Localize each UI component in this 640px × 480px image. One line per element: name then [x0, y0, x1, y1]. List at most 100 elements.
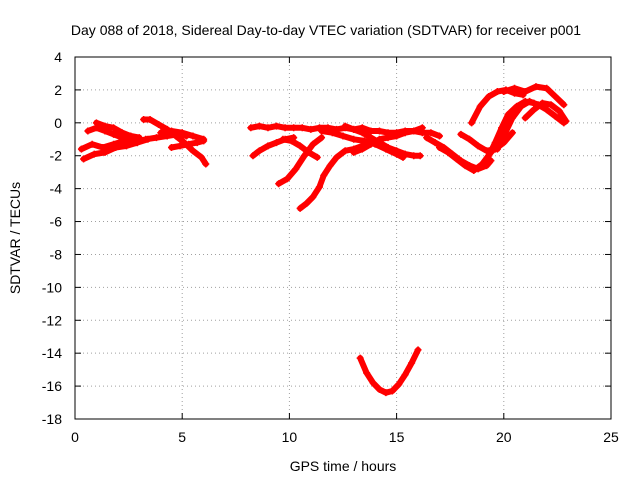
- data-point: [273, 139, 281, 147]
- data-point: [77, 145, 85, 153]
- y-tick-label: -2: [50, 148, 63, 164]
- traces: [77, 83, 570, 397]
- data-point: [360, 137, 368, 145]
- data-point: [508, 129, 516, 137]
- chart-title: Day 088 of 2018, Sidereal Day-to-day VTE…: [71, 22, 581, 38]
- data-point: [189, 147, 197, 155]
- x-axis-label: GPS time / hours: [290, 458, 397, 474]
- data-point: [333, 153, 341, 161]
- data-point: [298, 124, 306, 132]
- data-point: [281, 124, 289, 132]
- y-tick-label: -4: [50, 181, 63, 197]
- data-point: [296, 204, 304, 212]
- data-point: [367, 127, 375, 135]
- series-trace: [522, 100, 569, 125]
- data-point: [375, 135, 383, 143]
- y-tick-label: -12: [42, 312, 62, 328]
- data-point: [367, 140, 375, 148]
- data-point: [167, 127, 175, 135]
- series-sat-l: [279, 135, 321, 161]
- data-point: [418, 124, 426, 132]
- y-tick-label: -10: [42, 279, 62, 295]
- data-point: [410, 127, 418, 135]
- data-point: [388, 387, 396, 395]
- data-point: [427, 129, 435, 137]
- series-sat-n: [341, 122, 424, 160]
- data-point: [127, 132, 135, 140]
- data-point: [339, 132, 347, 140]
- data-point: [395, 380, 403, 388]
- data-point: [410, 152, 418, 160]
- data-point: [307, 125, 315, 133]
- data-point: [461, 162, 469, 170]
- data-point: [326, 162, 334, 170]
- data-point: [363, 369, 371, 377]
- data-point: [264, 142, 272, 150]
- data-point: [350, 148, 358, 156]
- data-point: [530, 106, 538, 114]
- data-point: [369, 379, 377, 387]
- data-point: [146, 116, 154, 124]
- data-point: [538, 99, 546, 107]
- data-point: [526, 97, 534, 105]
- data-point: [470, 167, 478, 175]
- data-point: [358, 129, 366, 137]
- data-point: [309, 140, 317, 148]
- data-point: [110, 130, 118, 138]
- data-point: [500, 88, 508, 96]
- data-point: [551, 92, 559, 100]
- data-point: [135, 134, 143, 142]
- y-tick-label: -18: [42, 411, 62, 427]
- y-tick-label: 0: [54, 115, 62, 131]
- data-point: [493, 145, 501, 153]
- data-point: [144, 135, 152, 143]
- data-point: [493, 88, 501, 96]
- data-point: [84, 127, 92, 135]
- data-point: [350, 135, 358, 143]
- data-point: [414, 346, 422, 354]
- data-point: [485, 92, 493, 100]
- data-point: [543, 106, 551, 114]
- data-point: [416, 152, 424, 160]
- data-point: [255, 122, 263, 130]
- data-point: [178, 129, 186, 137]
- y-tick-label: -6: [50, 214, 63, 230]
- data-point: [517, 102, 525, 110]
- series-trace: [342, 123, 424, 159]
- data-point: [140, 116, 148, 124]
- data-point: [560, 101, 568, 109]
- x-tick-label: 20: [496, 429, 512, 445]
- data-point: [468, 119, 476, 127]
- data-point: [313, 153, 321, 161]
- data-point: [474, 142, 482, 150]
- data-point: [485, 152, 493, 160]
- data-point: [189, 132, 197, 140]
- data-point: [273, 122, 281, 130]
- data-point: [249, 152, 257, 160]
- data-point: [547, 101, 555, 109]
- data-point: [292, 165, 300, 173]
- data-point: [122, 142, 130, 150]
- data-point: [465, 135, 473, 143]
- y-tick-label: -14: [42, 345, 62, 361]
- data-point: [279, 135, 287, 143]
- data-point: [167, 144, 175, 151]
- data-point: [305, 148, 313, 156]
- data-point: [375, 385, 383, 393]
- data-point: [275, 180, 283, 188]
- data-point: [176, 142, 184, 150]
- data-point: [92, 119, 100, 127]
- data-point: [350, 125, 358, 133]
- data-point: [193, 139, 201, 147]
- plot-frame: [74, 56, 612, 420]
- data-point: [283, 175, 291, 183]
- data-point: [356, 354, 364, 362]
- data-point: [288, 137, 296, 145]
- data-point: [504, 111, 512, 119]
- series-sat-g: [167, 137, 208, 151]
- data-point: [290, 124, 298, 132]
- data-point: [562, 117, 570, 125]
- data-point: [341, 147, 349, 155]
- data-point: [255, 147, 263, 155]
